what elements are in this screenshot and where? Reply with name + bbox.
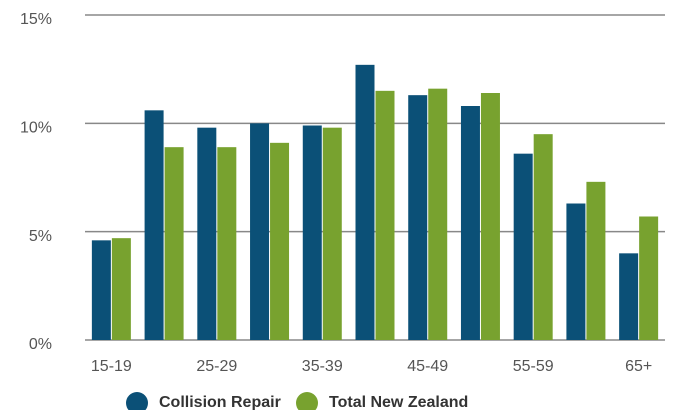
legend-text: Collision Repair (159, 394, 281, 410)
legend-marker (296, 392, 318, 410)
y-tick-label: 15% (20, 11, 52, 28)
y-tick-label: 10% (20, 120, 52, 137)
bar (533, 134, 553, 340)
bar (513, 153, 533, 340)
x-tick-label: 25-29 (196, 358, 237, 375)
bar (164, 147, 184, 340)
x-tick-label: 45-49 (407, 358, 448, 375)
bar (586, 181, 606, 340)
x-tick-label: 15-19 (91, 358, 132, 375)
bar (217, 147, 237, 340)
bar (197, 127, 217, 341)
legend-text: Total New Zealand (329, 394, 468, 410)
bar (375, 90, 395, 340)
x-tick-label: 55-59 (513, 358, 554, 375)
y-tick-label: 5% (29, 228, 52, 245)
bar (302, 125, 322, 340)
bar (460, 106, 480, 340)
bar (144, 110, 164, 340)
x-tick-label: 65+ (625, 358, 652, 375)
bar (566, 203, 586, 340)
bar (639, 216, 659, 340)
bar (480, 93, 500, 340)
bar (408, 95, 428, 341)
bar (250, 123, 270, 340)
bar (428, 88, 448, 341)
y-tick-label: 0% (29, 336, 52, 353)
bar (322, 127, 342, 341)
bar (355, 64, 375, 340)
bar (91, 240, 111, 340)
bar (619, 253, 639, 340)
bar (111, 238, 131, 340)
legend-marker (126, 392, 148, 410)
x-tick-label: 35-39 (302, 358, 343, 375)
bar (270, 142, 290, 340)
